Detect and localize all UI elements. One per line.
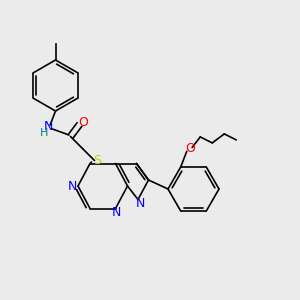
Text: N: N — [43, 119, 53, 133]
Text: N: N — [136, 196, 145, 210]
Text: H: H — [40, 128, 48, 138]
Text: N: N — [68, 179, 78, 193]
Text: O: O — [78, 116, 88, 129]
Text: S: S — [93, 154, 101, 167]
Text: O: O — [185, 142, 195, 155]
Text: N: N — [111, 206, 121, 220]
